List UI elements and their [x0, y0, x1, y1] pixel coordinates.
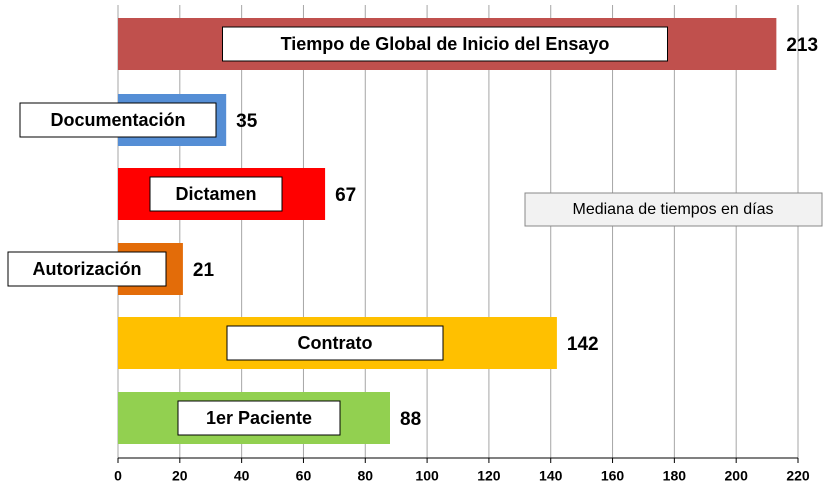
category-label: Autorización: [32, 259, 141, 279]
annotation-box: [524, 192, 823, 227]
label-box: [226, 325, 444, 361]
label-box: [177, 400, 341, 436]
label-box: [7, 251, 167, 287]
annotation: Mediana de tiempos en días: [572, 201, 773, 218]
value-label: 88: [400, 409, 421, 430]
x-tick-label: 40: [234, 468, 250, 484]
x-tick-label: 80: [357, 468, 373, 484]
x-tick-label: 180: [663, 468, 687, 484]
category-label: Dictamen: [175, 184, 256, 204]
x-tick-label: 140: [539, 468, 563, 484]
value-label: 21: [193, 260, 215, 281]
value-label: 142: [567, 334, 599, 355]
label-box: [19, 102, 217, 138]
x-tick-label: 0: [114, 468, 122, 484]
x-tick-label: 100: [415, 468, 439, 484]
x-tick-label: 120: [477, 468, 501, 484]
value-label: 213: [786, 35, 818, 56]
label-box: [149, 176, 283, 212]
category-label: Documentación: [50, 110, 185, 130]
category-label: Tiempo de Global de Inicio del Ensayo: [281, 34, 610, 54]
x-tick-label: 60: [296, 468, 312, 484]
value-label: 67: [335, 185, 356, 206]
x-tick-label: 220: [786, 468, 810, 484]
x-tick-label: 160: [601, 468, 625, 484]
label-box: [222, 26, 668, 62]
category-label: Contrato: [298, 333, 373, 353]
x-tick-label: 200: [725, 468, 749, 484]
category-label: 1er Paciente: [206, 408, 312, 428]
x-tick-label: 20: [172, 468, 188, 484]
value-label: 35: [236, 111, 258, 132]
